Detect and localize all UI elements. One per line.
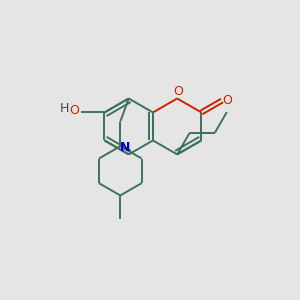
Text: O: O xyxy=(69,104,79,118)
Text: N: N xyxy=(119,141,130,154)
Text: O: O xyxy=(173,85,183,98)
Text: H: H xyxy=(60,102,70,116)
Text: O: O xyxy=(222,94,232,107)
